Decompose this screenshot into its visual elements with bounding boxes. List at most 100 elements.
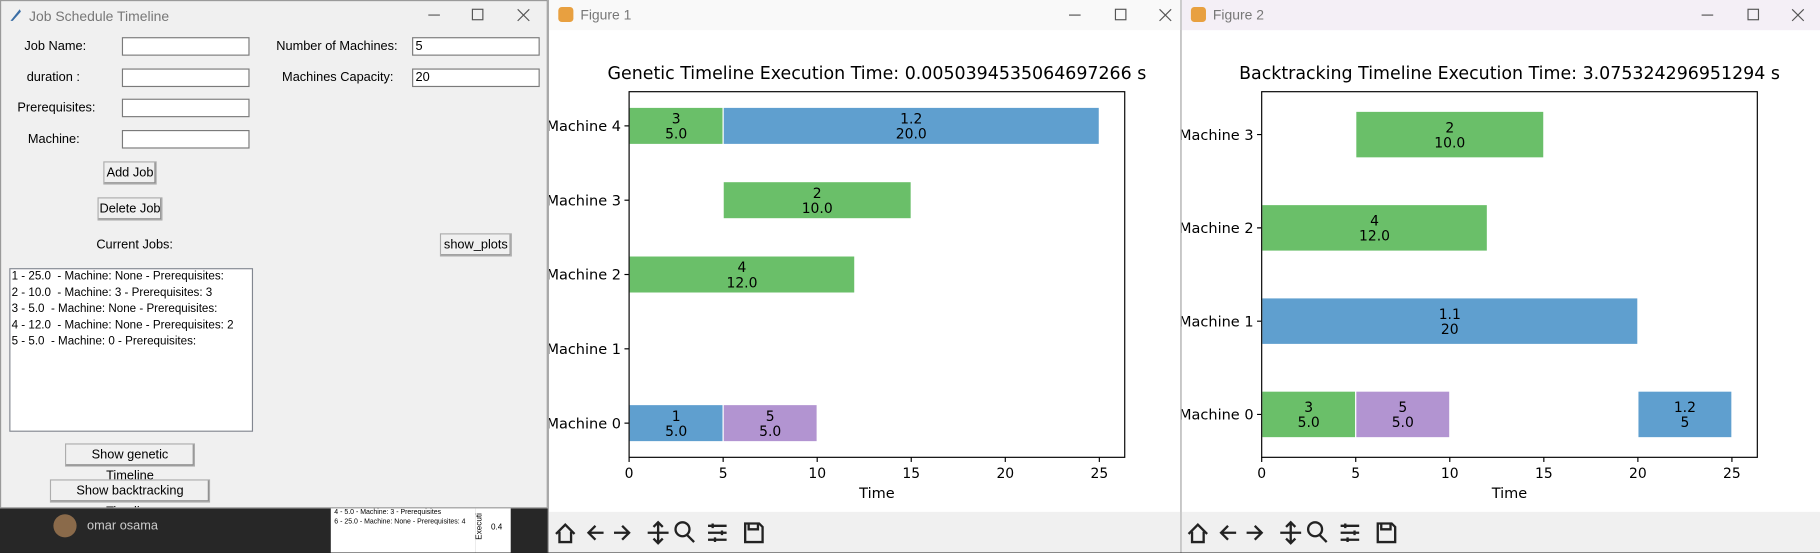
- y-tick-label: Machine 4: [549, 119, 621, 135]
- task-bar: [1355, 390, 1451, 439]
- x-axis-label: Time: [1491, 486, 1528, 502]
- show-plots-button[interactable]: show_plots: [439, 233, 512, 257]
- save-button[interactable]: [744, 522, 764, 544]
- close[interactable]: [1791, 8, 1805, 22]
- close[interactable]: [1159, 8, 1172, 22]
- add-button[interactable]: Add Job: [103, 161, 157, 185]
- y-tick-label: Machine 3: [549, 193, 621, 209]
- zoom-button[interactable]: [1306, 521, 1328, 543]
- text-input[interactable]: 5: [412, 37, 540, 56]
- task-bar: [628, 106, 724, 146]
- task-bar: [628, 255, 856, 294]
- x-tick-label: 15: [902, 466, 920, 482]
- task-bar: [1637, 390, 1733, 439]
- task-label: 4 12.0: [1359, 214, 1390, 245]
- figure-window: Figure 1 Genetic Timeline Execution Time:…: [547, 0, 1181, 553]
- text-input[interactable]: [121, 98, 250, 118]
- job-item[interactable]: 5 - 5.0 - Machine: 0 - Prerequisites:: [11, 335, 200, 349]
- job-item[interactable]: 1 - 25.0 - Machine: None - Prerequisites…: [11, 270, 228, 284]
- x-tick-label: 10: [1441, 466, 1459, 482]
- x-tick-label: 5: [1351, 466, 1360, 482]
- window-title: Figure 1: [580, 7, 631, 23]
- axes-frame: [1261, 91, 1758, 458]
- task-duration: 5.0: [1392, 415, 1414, 431]
- jobs-label: Current Jobs:: [96, 237, 173, 252]
- x-tick-label: 10: [808, 466, 826, 482]
- task-label: 1 5.0: [665, 409, 687, 440]
- setting-label: Number of Machines:: [276, 39, 398, 54]
- y-tick-label: Machine 2: [549, 268, 621, 284]
- delete-button[interactable]: Delete Job: [97, 197, 163, 221]
- forward-button[interactable]: [1246, 524, 1264, 541]
- x-tick-label: 25: [1090, 466, 1108, 482]
- jobs-list[interactable]: 1 - 25.0 - Machine: None - Prerequisites…: [9, 268, 254, 432]
- job-item[interactable]: 3 - 5.0 - Machine: None - Prerequisites:: [11, 302, 221, 316]
- pan-button[interactable]: [647, 520, 669, 545]
- y-tick-label: Machine 0: [1182, 408, 1254, 424]
- task-job: 1.1: [1439, 307, 1461, 323]
- task-duration: 5.0: [759, 424, 781, 440]
- job-item[interactable]: 4 - 12.0 - Machine: None - Prerequisites…: [11, 319, 234, 332]
- save-button[interactable]: [1376, 522, 1397, 544]
- figure-icon: [558, 6, 574, 23]
- task-duration: 12.0: [1359, 229, 1390, 245]
- genetic-button[interactable]: Show genetic Timeline: [64, 443, 195, 483]
- task-label: 3 5.0: [665, 112, 687, 143]
- user-name: omar osama: [87, 518, 159, 533]
- task-duration: 20: [1441, 322, 1459, 338]
- task-label: 2 10.0: [1434, 120, 1465, 151]
- window-title: Job Schedule Timeline: [29, 8, 170, 25]
- snippet: 4 - 5.0 - Machine: 3 - Prerequisites: [334, 509, 442, 517]
- task-bar: [1261, 297, 1639, 346]
- backtracking-button[interactable]: Show backtracking Timeline: [49, 479, 211, 507]
- task-job: 2: [813, 186, 822, 202]
- toolbar: [1181, 511, 1820, 553]
- app-window: Job Schedule Timeline Job Name: duration…: [0, 0, 548, 509]
- text-input[interactable]: [121, 37, 250, 56]
- text-input[interactable]: 20: [412, 68, 540, 88]
- setting-label: Machines Capacity:: [282, 70, 394, 85]
- task-job: 3: [672, 112, 681, 128]
- task-job: 5: [766, 409, 775, 425]
- figure: Figure 1 Genetic Timeline Execution Time:…: [549, 0, 1181, 553]
- x-tick-label: 0: [625, 466, 634, 482]
- window-controls[interactable]: [419, 6, 541, 25]
- background-axis: Executi 0.4: [475, 507, 511, 553]
- maximize[interactable]: [1747, 8, 1760, 21]
- field-label: Machine:: [27, 132, 80, 147]
- task-job: 1.2: [900, 112, 922, 128]
- field-label: duration :: [26, 70, 80, 85]
- maximize[interactable]: [1114, 8, 1127, 21]
- task-job: 4: [738, 260, 747, 276]
- back-button[interactable]: [586, 524, 604, 541]
- home-button[interactable]: [1187, 522, 1208, 544]
- task-duration: 10.0: [802, 201, 833, 217]
- figure-window: Figure 2 Backtracking Timeline Execution …: [1180, 0, 1820, 553]
- back-button[interactable]: [1219, 524, 1237, 541]
- task-duration: 5.0: [665, 424, 687, 440]
- x-tick-label: 20: [1629, 466, 1647, 482]
- task-duration: 20.0: [896, 127, 927, 143]
- text-input[interactable]: [121, 68, 250, 88]
- x-tick-label: 15: [1535, 466, 1553, 482]
- task-label: 1.1 20: [1439, 307, 1461, 338]
- chart-title: Backtracking Timeline Execution Time: 3.…: [1239, 64, 1780, 84]
- text-input[interactable]: [121, 129, 250, 149]
- zoom-button[interactable]: [674, 521, 695, 543]
- configure-button[interactable]: [1340, 523, 1360, 543]
- chart-title: Genetic Timeline Execution Time: 0.00503…: [608, 64, 1147, 84]
- task-bar: [1355, 110, 1545, 159]
- job-item[interactable]: 2 - 10.0 - Machine: 3 - Prerequisites: 3: [11, 286, 213, 300]
- figure-icon: [1190, 6, 1206, 23]
- forward-button[interactable]: [614, 524, 631, 541]
- y-tick-label: Machine 0: [549, 416, 621, 432]
- configure-button[interactable]: [708, 523, 727, 543]
- window-title: Figure 2: [1213, 7, 1264, 23]
- y-tick-label: Machine 1: [1182, 314, 1254, 330]
- task-label: 5 5.0: [759, 409, 781, 440]
- y-tick-label: Machine 2: [1182, 221, 1254, 237]
- home-button[interactable]: [555, 522, 576, 544]
- x-tick-label: 0: [1257, 466, 1266, 482]
- pan-button[interactable]: [1280, 520, 1302, 545]
